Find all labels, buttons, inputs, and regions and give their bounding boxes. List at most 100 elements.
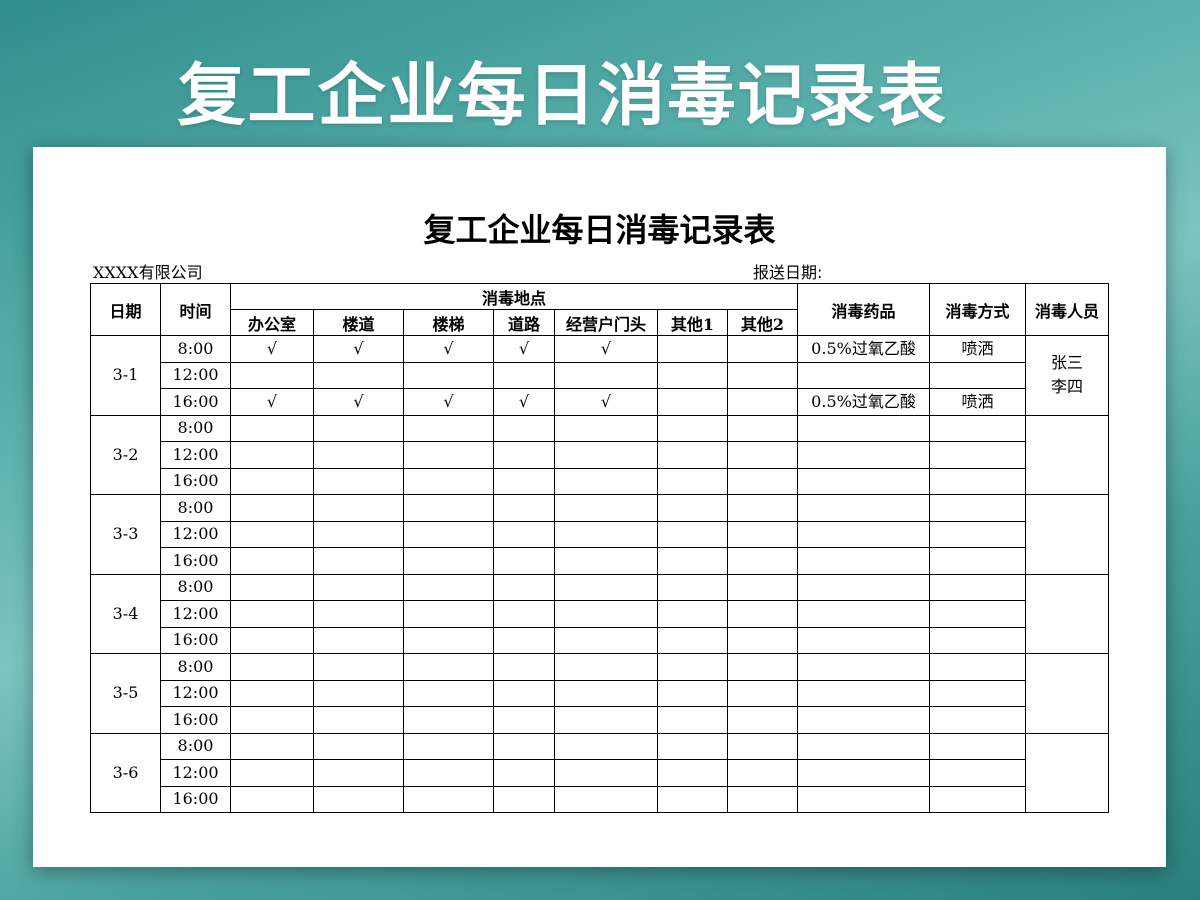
location-check-cell: [657, 547, 728, 575]
location-check-cell: [493, 600, 555, 628]
location-check-cell: [313, 732, 404, 760]
time-cell: 16:00: [160, 626, 231, 654]
date-cell: 3-1: [90, 335, 161, 416]
agent-cell: [797, 494, 930, 522]
location-check-cell: [727, 547, 798, 575]
location-check-cell: [554, 600, 658, 628]
time-cell: 12:00: [160, 679, 231, 707]
table-row: 12:00: [91, 600, 1109, 628]
location-check-cell: [727, 785, 798, 813]
table-row: 3-5 8:00: [90, 653, 1109, 734]
location-check-cell: [230, 732, 314, 760]
time-cell: 16:00: [160, 785, 231, 813]
location-check-cell: [403, 520, 494, 548]
location-check-cell: [313, 626, 404, 654]
time-cell: 12:00: [160, 441, 231, 469]
location-check-cell: [727, 467, 798, 495]
table-row: 16:00: [91, 785, 1109, 813]
location-check-cell: [493, 626, 555, 654]
location-check-cell: [657, 653, 728, 681]
location-check-cell: [403, 547, 494, 575]
location-check-cell: [493, 520, 555, 548]
date-cell: 3-3: [90, 494, 161, 575]
table-row: 12:00: [91, 361, 1109, 389]
agent-cell: [797, 361, 930, 389]
location-check-cell: √: [403, 388, 494, 416]
method-cell: [929, 759, 1026, 787]
time-cell: 8:00: [160, 494, 231, 522]
location-check-cell: [230, 573, 314, 601]
agent-cell: [797, 785, 930, 813]
staff-cell: [1025, 494, 1109, 575]
location-check-cell: [230, 759, 314, 787]
location-check-cell: [554, 361, 658, 389]
location-check-cell: [657, 467, 728, 495]
method-cell: [929, 520, 1026, 548]
staff-cell: [1025, 653, 1109, 734]
header-location-col: 楼梯: [403, 309, 494, 336]
location-check-cell: √: [313, 335, 404, 363]
time-cell: 8:00: [160, 732, 231, 760]
location-check-cell: √: [230, 335, 314, 363]
location-check-cell: [493, 441, 555, 469]
location-check-cell: √: [313, 388, 404, 416]
location-check-cell: [403, 600, 494, 628]
location-check-cell: [554, 653, 658, 681]
header-locations: 消毒地点: [230, 283, 798, 310]
banner-title: 复工企业每日消毒记录表: [177, 57, 948, 136]
location-check-cell: √: [403, 335, 494, 363]
location-check-cell: [554, 785, 658, 813]
company-name: XXXX有限公司: [93, 263, 203, 282]
location-check-cell: [554, 441, 658, 469]
time-cell: 16:00: [160, 547, 231, 575]
location-check-cell: [657, 626, 728, 654]
location-check-cell: [554, 679, 658, 707]
table-row: 16:00: [91, 706, 1109, 734]
location-check-cell: [554, 759, 658, 787]
location-check-cell: √: [554, 388, 658, 416]
agent-cell: 0.5%过氧乙酸: [797, 388, 930, 416]
document-title: 复工企业每日消毒记录表: [423, 211, 776, 249]
location-check-cell: [313, 573, 404, 601]
document-sheet: 复工企业每日消毒记录表 XXXX有限公司 报送日期: 日期 时间 消毒地点 消毒…: [33, 147, 1166, 867]
disinfection-table: 日期 时间 消毒地点 消毒药品 消毒方式 消毒人员 办公室 楼道 楼梯 道路 经营户门头…: [90, 283, 1109, 813]
location-check-cell: [727, 653, 798, 681]
method-cell: [929, 441, 1026, 469]
location-check-cell: [230, 653, 314, 681]
table-row: 12:00: [91, 520, 1109, 548]
location-check-cell: [657, 679, 728, 707]
location-check-cell: [493, 706, 555, 734]
header-time: 时间: [160, 283, 231, 336]
table-row: 3-1 8:00 √ √ √ √ √ 0.5%过氧乙酸 喷洒 张三 李四: [90, 335, 1109, 416]
location-check-cell: [230, 626, 314, 654]
header-method: 消毒方式: [929, 283, 1026, 336]
location-check-cell: [230, 361, 314, 389]
location-check-cell: [554, 706, 658, 734]
method-cell: [929, 679, 1026, 707]
location-check-cell: [403, 467, 494, 495]
agent-cell: 0.5%过氧乙酸: [797, 335, 930, 363]
time-cell: 8:00: [160, 653, 231, 681]
location-check-cell: [230, 494, 314, 522]
location-check-cell: [230, 520, 314, 548]
location-check-cell: [403, 573, 494, 601]
staff-cell: [1025, 732, 1109, 813]
date-cell: 3-5: [90, 653, 161, 734]
method-cell: [929, 467, 1026, 495]
time-cell: 8:00: [160, 573, 231, 601]
time-cell: 12:00: [160, 520, 231, 548]
location-check-cell: [657, 388, 728, 416]
time-cell: 16:00: [160, 706, 231, 734]
location-check-cell: [403, 732, 494, 760]
location-check-cell: [313, 547, 404, 575]
location-check-cell: [554, 573, 658, 601]
location-check-cell: [554, 732, 658, 760]
location-check-cell: [313, 467, 404, 495]
location-check-cell: [727, 361, 798, 389]
location-check-cell: [554, 626, 658, 654]
location-check-cell: [727, 759, 798, 787]
agent-cell: [797, 653, 930, 681]
location-check-cell: [313, 494, 404, 522]
location-check-cell: [313, 361, 404, 389]
location-check-cell: [403, 414, 494, 442]
